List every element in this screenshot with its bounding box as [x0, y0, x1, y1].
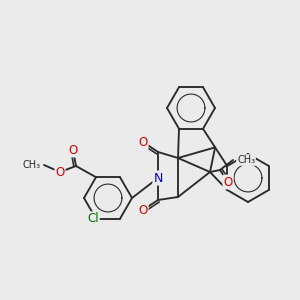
- Text: O: O: [138, 203, 148, 217]
- Text: O: O: [224, 176, 232, 188]
- Text: Cl: Cl: [87, 212, 99, 225]
- Text: CH₃: CH₃: [237, 155, 255, 165]
- Text: O: O: [56, 166, 64, 178]
- Text: O: O: [138, 136, 148, 148]
- Text: N: N: [153, 172, 163, 184]
- Text: CH₃: CH₃: [23, 160, 41, 170]
- Text: O: O: [68, 143, 78, 157]
